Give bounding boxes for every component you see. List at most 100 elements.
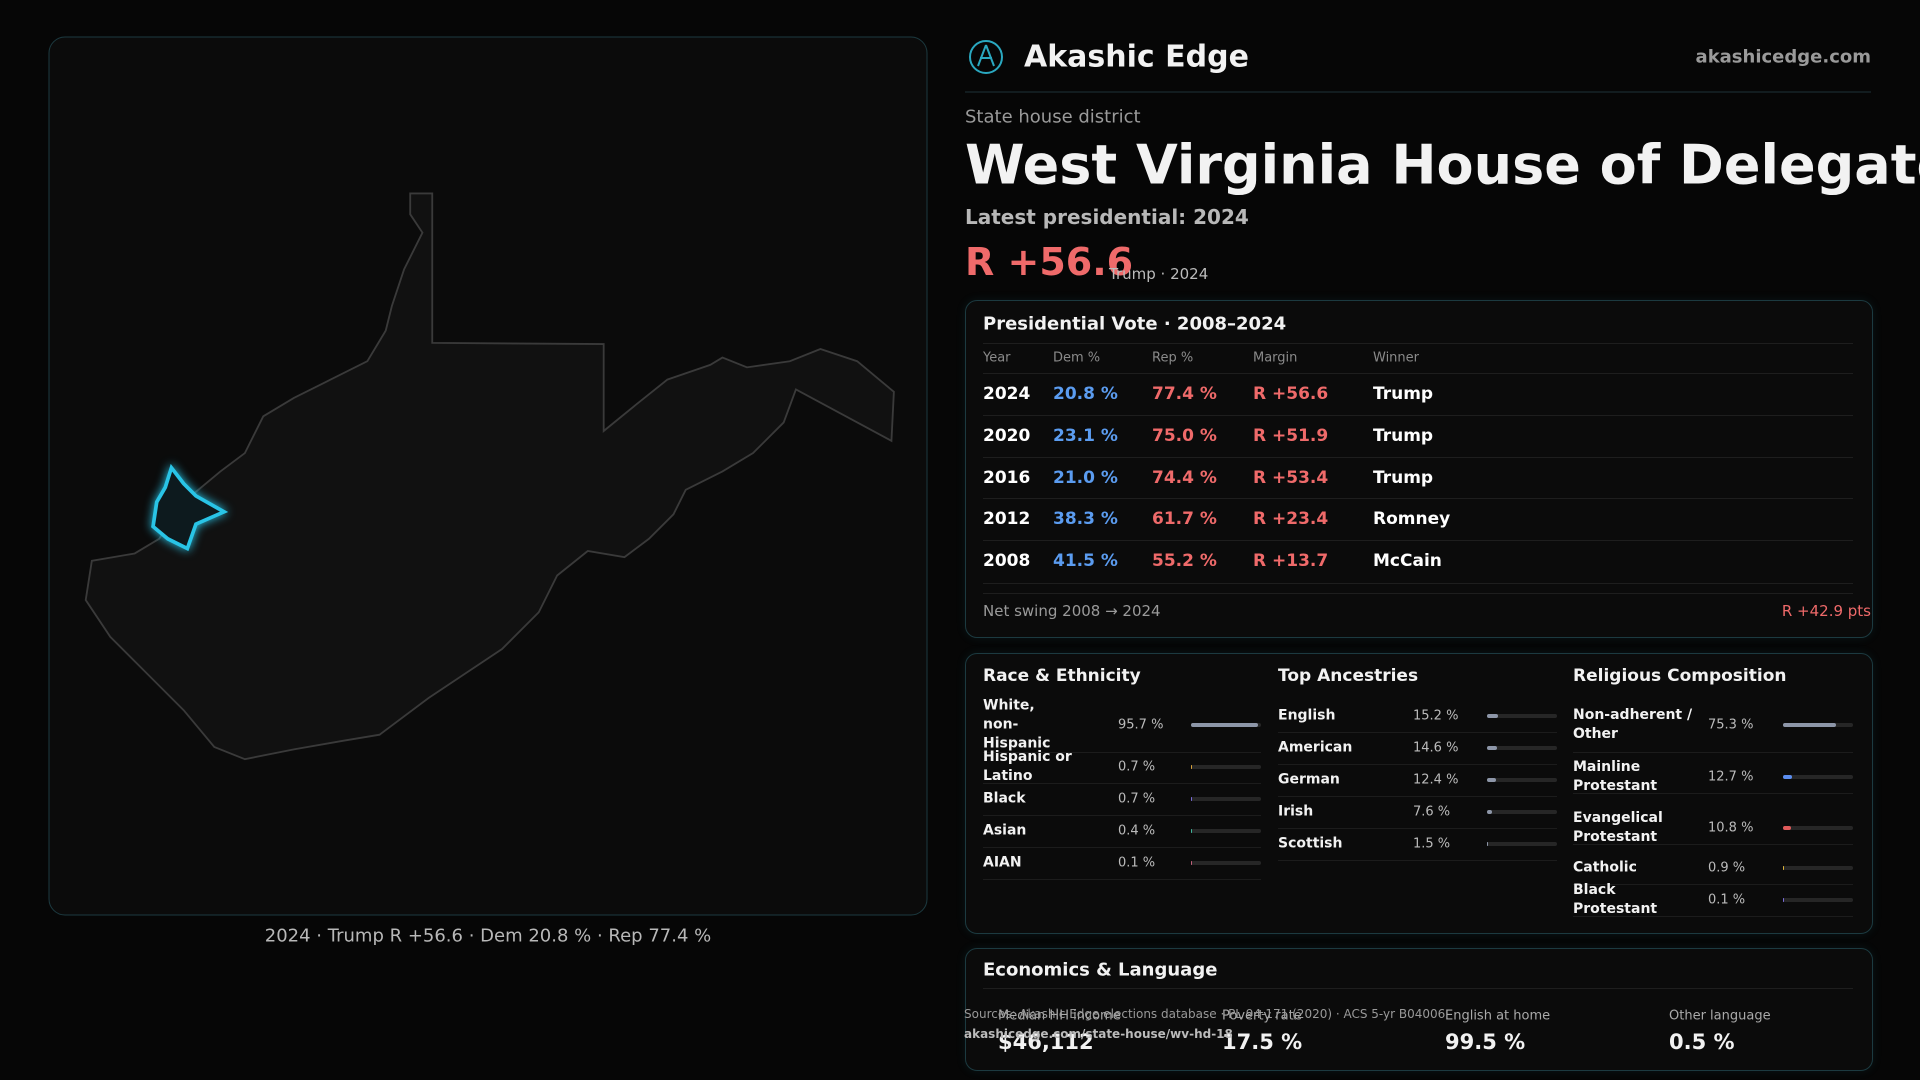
item-value: 14.6 % [1413, 740, 1459, 756]
section-title: Top Ancestries [1278, 666, 1419, 686]
cell: 2020 [983, 425, 1031, 446]
column-header: Margin [1253, 350, 1298, 366]
cell: 20.8 % [1053, 384, 1118, 404]
bar [1191, 861, 1192, 865]
map-caption: 2024 · Trump R +56.6 · Dem 20.8 % · Rep … [264, 925, 712, 947]
item-label: Black [983, 790, 1026, 807]
item-label: AIAN [983, 854, 1022, 871]
item-value: 1.5 % [1413, 836, 1451, 852]
cell: 75.0 % [1152, 425, 1217, 446]
cell: Trump [1373, 467, 1434, 488]
column-header: Dem % [1053, 350, 1101, 366]
bar [1191, 829, 1192, 833]
cell: R +56.6 [1253, 384, 1329, 404]
item-label: Scottish [1278, 835, 1343, 852]
item-label: German [1278, 771, 1340, 788]
stat-value: 0.5 % [1669, 1030, 1735, 1054]
cell: 55.2 % [1152, 551, 1217, 572]
item-value: 12.4 % [1413, 772, 1459, 788]
stat-label: Other language [1669, 1008, 1771, 1024]
cell: 74.4 % [1152, 467, 1217, 488]
item-value: 0.7 % [1118, 759, 1156, 775]
bar-track [1783, 898, 1853, 902]
bar-track [1191, 829, 1261, 833]
cell: 21.0 % [1053, 467, 1118, 488]
item-label: Catholic [1573, 859, 1637, 876]
bar-track [1487, 842, 1557, 846]
cell: R +13.7 [1253, 551, 1329, 572]
bar [1487, 746, 1498, 750]
bar [1191, 765, 1192, 769]
sources: Sources: Akashic Edge elections database… [964, 1007, 1446, 1021]
district-title: West Virginia House of Delegates Distr [965, 133, 1920, 197]
rule [983, 879, 1261, 880]
state-outline [84, 192, 895, 761]
rule [1573, 884, 1853, 885]
bar-track [1783, 866, 1853, 870]
panel-title: Presidential Vote · 2008–2024 [983, 313, 1287, 335]
bar [1487, 842, 1489, 846]
bar [1783, 898, 1784, 902]
item-value: 12.7 % [1708, 769, 1754, 785]
rule [983, 456, 1853, 458]
cell: R +53.4 [1253, 467, 1329, 488]
rule [1278, 732, 1557, 733]
rule [983, 783, 1261, 784]
cell: 2016 [983, 467, 1031, 488]
stat-value: 17.5 % [1222, 1030, 1303, 1054]
item-value: 0.1 % [1118, 855, 1156, 871]
bar-track [1487, 778, 1557, 782]
cell: 23.1 % [1053, 425, 1118, 446]
rule [1573, 916, 1853, 917]
kicker: State house district [965, 106, 1141, 128]
rule [983, 815, 1261, 816]
bar-track [1783, 826, 1853, 830]
item-value: 0.7 % [1118, 791, 1156, 807]
item-label: Irish [1278, 803, 1314, 820]
rule [983, 752, 1261, 753]
rule [1573, 793, 1853, 794]
rule [1278, 764, 1557, 765]
bar [1783, 723, 1836, 727]
panel-title: Economics & Language [983, 959, 1218, 981]
item-label: Non-adherent / Other [1573, 707, 1693, 742]
item-label: Asian [983, 822, 1027, 839]
cell: 38.3 % [1053, 509, 1118, 530]
cell: Trump [1373, 384, 1434, 404]
item-value: 95.7 % [1118, 717, 1164, 733]
item-value: 75.3 % [1708, 717, 1754, 733]
item-value: 15.2 % [1413, 708, 1459, 724]
rule [983, 583, 1853, 584]
section-title: Religious Composition [1573, 666, 1787, 686]
item-label: Hispanic or Latino [983, 749, 1072, 784]
district-outline [151, 463, 229, 552]
bar [1487, 714, 1498, 718]
cell: 41.5 % [1053, 551, 1118, 572]
column-header: Rep % [1152, 350, 1194, 366]
cell: 2012 [983, 509, 1031, 530]
cell: Trump [1373, 425, 1434, 446]
bar-track [1487, 746, 1557, 750]
item-label: Black Protestant [1573, 882, 1658, 917]
column-header: Winner [1373, 350, 1420, 366]
cell: 61.7 % [1152, 509, 1217, 530]
cell: 77.4 % [1152, 384, 1217, 404]
rule [983, 373, 1853, 374]
margin-note: Trump · 2024 [1109, 265, 1209, 283]
stat-value: $46,112 [998, 1030, 1094, 1054]
rule [1278, 828, 1557, 829]
econ-panel [965, 948, 1873, 1071]
brand: Akashic Edge [1024, 39, 1249, 75]
bar [1487, 810, 1493, 814]
item-label: Mainline Protestant [1573, 759, 1658, 794]
rule [983, 414, 1853, 416]
cell: R +51.9 [1253, 425, 1329, 446]
item-label: White, non-Hispanic [983, 697, 1051, 752]
bar [1783, 775, 1792, 779]
cell: R +23.4 [1253, 509, 1329, 530]
rule [983, 498, 1853, 500]
bar-track [1487, 714, 1557, 718]
domain: akashicedge.com [1695, 46, 1871, 68]
item-label: English [1278, 707, 1336, 724]
